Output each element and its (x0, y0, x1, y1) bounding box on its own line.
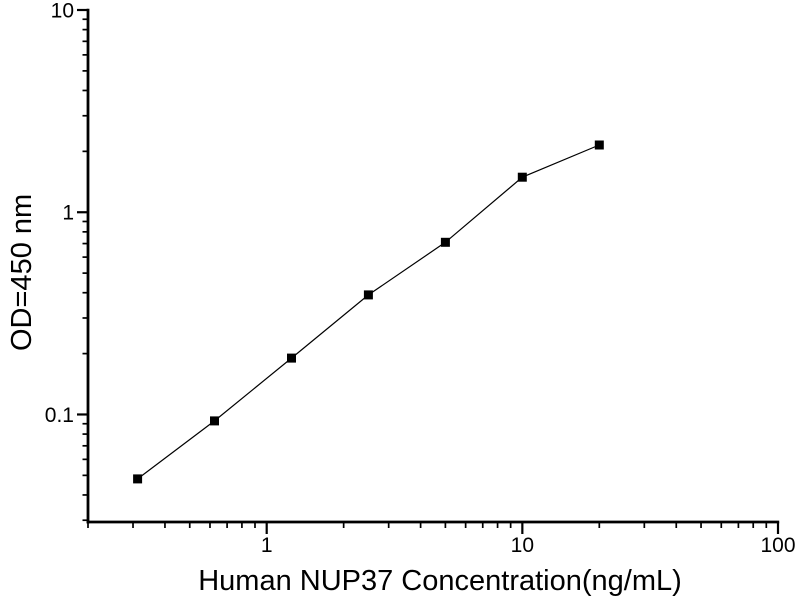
x-axis-title: Human NUP37 Concentration(ng/mL) (198, 565, 682, 597)
x-tick-label: 10 (511, 534, 534, 557)
y-tick-label: 1 (62, 202, 74, 225)
y-tick-label: 10 (51, 0, 74, 23)
data-point-marker (133, 474, 143, 484)
data-point-marker (440, 237, 450, 247)
y-axis-title: OD=450 nm (6, 193, 38, 351)
data-point-marker (287, 353, 296, 363)
x-tick-label: 1 (261, 534, 273, 557)
x-tick-label: 100 (760, 534, 795, 557)
data-point-marker (517, 172, 527, 182)
data-point-marker (210, 416, 219, 426)
data-point-marker (363, 290, 373, 300)
data-point-marker (594, 140, 604, 150)
y-tick-label: 0.1 (45, 404, 74, 427)
standard-curve-line (137, 144, 600, 480)
